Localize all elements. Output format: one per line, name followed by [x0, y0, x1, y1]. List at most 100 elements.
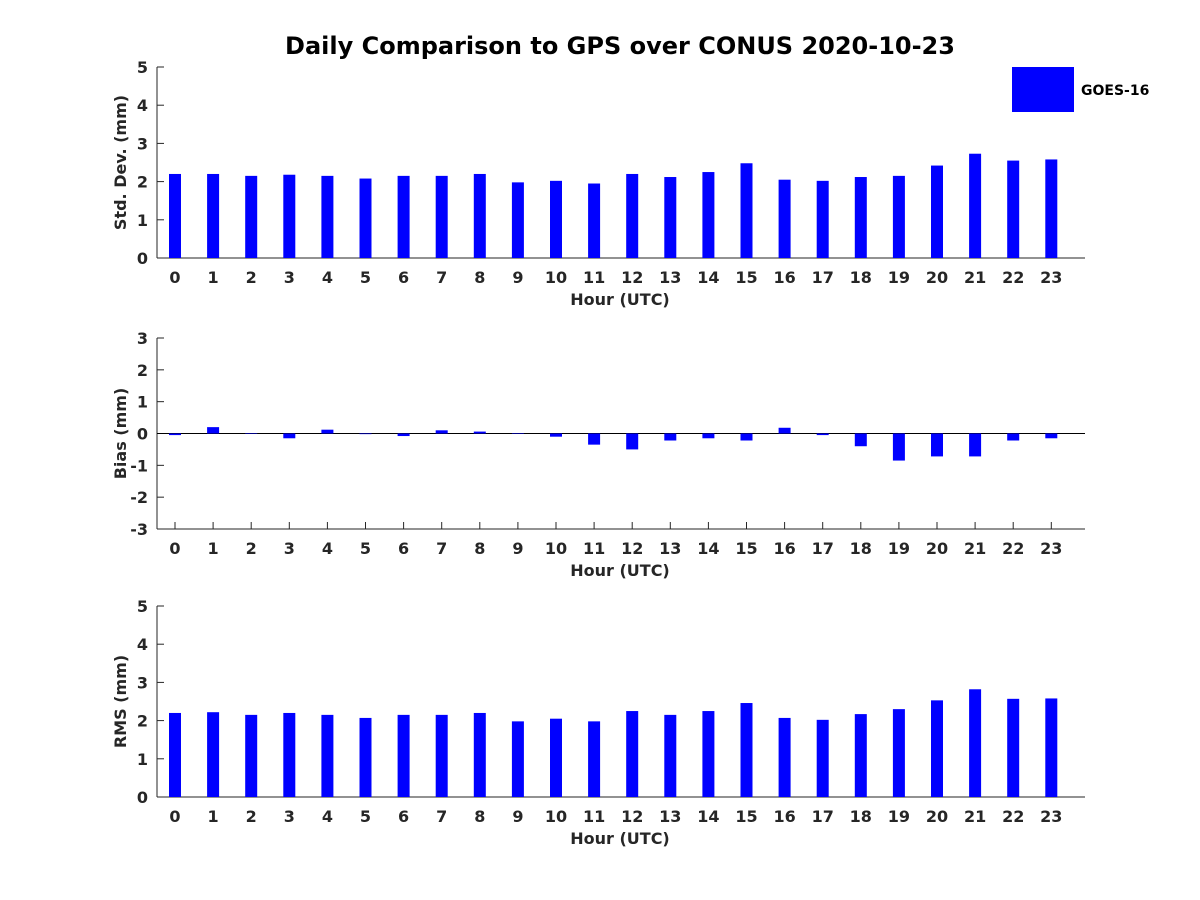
- std-dev-x-tick-label: 21: [964, 268, 986, 287]
- rms-bar-12: [626, 711, 639, 797]
- std-dev-x-tick-label: 17: [812, 268, 834, 287]
- bias-bar-14: [702, 433, 715, 439]
- rms-bar-8: [473, 712, 486, 797]
- rms-x-tick-label: 16: [773, 807, 795, 826]
- rms-y-tick-label: 1: [137, 750, 148, 769]
- rms-x-tick-label: 4: [322, 807, 333, 826]
- bias-bar-1: [207, 427, 220, 434]
- bias-x-tick-label: 11: [583, 539, 605, 558]
- bias-x-tick-label: 12: [621, 539, 643, 558]
- rms-bar-2: [245, 714, 258, 797]
- std-dev-x-tick-label: 14: [697, 268, 719, 287]
- chart-title: Daily Comparison to GPS over CONUS 2020-…: [285, 32, 955, 60]
- std-dev-x-tick-label: 8: [474, 268, 485, 287]
- std-dev-x-tick-label: 11: [583, 268, 605, 287]
- std-dev-bar-18: [854, 177, 867, 258]
- rms-x-tick-label: 5: [360, 807, 371, 826]
- rms-bar-1: [207, 712, 220, 797]
- rms-y-tick-label: 0: [137, 788, 148, 807]
- rms-bar-21: [969, 689, 982, 797]
- std-dev-x-tick-label: 10: [545, 268, 567, 287]
- rms-bar-11: [588, 721, 601, 797]
- std-dev-x-tick-label: 4: [322, 268, 333, 287]
- bias-bar-5: [359, 433, 372, 435]
- bias-x-tick-label: 10: [545, 539, 567, 558]
- rms-bar-0: [169, 712, 181, 797]
- bias-x-axis-label: Hour (UTC): [570, 561, 670, 580]
- bias-bar-13: [664, 433, 677, 441]
- bias-x-tick-label: 5: [360, 539, 371, 558]
- rms-bar-9: [511, 721, 524, 797]
- bias-x-tick-label: 8: [474, 539, 485, 558]
- bias-x-tick-label: 1: [208, 539, 219, 558]
- std-dev-bar-4: [321, 175, 334, 258]
- std-dev-x-tick-label: 22: [1002, 268, 1024, 287]
- rms-x-tick-label: 22: [1002, 807, 1024, 826]
- std-dev-bar-22: [1007, 160, 1020, 258]
- bias-bar-3: [283, 433, 296, 439]
- bias-x-tick-label: 16: [773, 539, 795, 558]
- bias-bar-2: [245, 433, 258, 434]
- bias-x-tick-label: 6: [398, 539, 409, 558]
- bias-bar-22: [1007, 433, 1020, 441]
- std-dev-bar-7: [435, 175, 448, 258]
- std-dev-x-tick-label: 18: [850, 268, 872, 287]
- rms-bar-23: [1045, 698, 1058, 797]
- std-dev-bar-9: [511, 182, 524, 258]
- std-dev-bar-19: [892, 175, 905, 258]
- rms-bar-10: [550, 718, 562, 797]
- std-dev-bar-23: [1045, 159, 1058, 258]
- std-dev-bar-17: [816, 180, 829, 258]
- bias-x-tick-label: 7: [436, 539, 447, 558]
- rms-bar-20: [931, 700, 943, 797]
- bias-y-tick-label: -3: [130, 520, 148, 539]
- bias-x-tick-label: 15: [735, 539, 757, 558]
- bias-bar-18: [854, 433, 867, 447]
- std-dev-y-axis-label: Std. Dev. (mm): [111, 95, 130, 230]
- std-dev-y-tick-label: 2: [137, 173, 148, 192]
- bias-x-tick-label: 13: [659, 539, 681, 558]
- bias-x-tick-label: 19: [888, 539, 910, 558]
- rms-x-tick-label: 15: [735, 807, 757, 826]
- rms-y-tick-label: 2: [137, 712, 148, 731]
- std-dev-bar-0: [169, 173, 181, 258]
- std-dev-bar-6: [397, 175, 410, 258]
- std-dev-bar-2: [245, 175, 258, 258]
- std-dev-x-tick-label: 16: [773, 268, 795, 287]
- std-dev-bar-11: [588, 183, 601, 258]
- rms-bar-19: [892, 709, 905, 797]
- rms-x-tick-label: 9: [512, 807, 523, 826]
- rms-bar-14: [702, 711, 715, 797]
- bias-bar-23: [1045, 433, 1058, 439]
- bias-y-tick-label: 3: [137, 329, 148, 348]
- rms-bar-6: [397, 714, 410, 797]
- rms-y-tick-label: 5: [137, 597, 148, 616]
- std-dev-y-tick-label: 0: [137, 249, 148, 268]
- bias-bar-17: [816, 433, 829, 436]
- std-dev-bar-10: [550, 180, 562, 258]
- bias-x-tick-label: 18: [850, 539, 872, 558]
- bias-bar-21: [969, 433, 982, 457]
- legend-swatch: [1012, 67, 1074, 112]
- std-dev-bar-16: [778, 179, 791, 258]
- rms-y-axis-label: RMS (mm): [111, 655, 130, 748]
- bias-x-tick-label: 2: [246, 539, 257, 558]
- rms-x-tick-label: 10: [545, 807, 567, 826]
- bias-y-axis-label: Bias (mm): [111, 388, 130, 480]
- bias-y-tick-label: 0: [137, 425, 148, 444]
- rms-x-tick-label: 1: [208, 807, 219, 826]
- rms-x-tick-label: 7: [436, 807, 447, 826]
- bias-x-tick-label: 4: [322, 539, 333, 558]
- bias-bar-4: [321, 429, 334, 434]
- std-dev-x-tick-label: 3: [284, 268, 295, 287]
- std-dev-x-tick-label: 5: [360, 268, 371, 287]
- rms-bar-17: [816, 719, 829, 797]
- std-dev-y-tick-label: 3: [137, 134, 148, 153]
- std-dev-bar-8: [473, 173, 486, 258]
- rms-x-tick-label: 2: [246, 807, 257, 826]
- rms-x-tick-label: 20: [926, 807, 948, 826]
- std-dev-bar-14: [702, 172, 715, 258]
